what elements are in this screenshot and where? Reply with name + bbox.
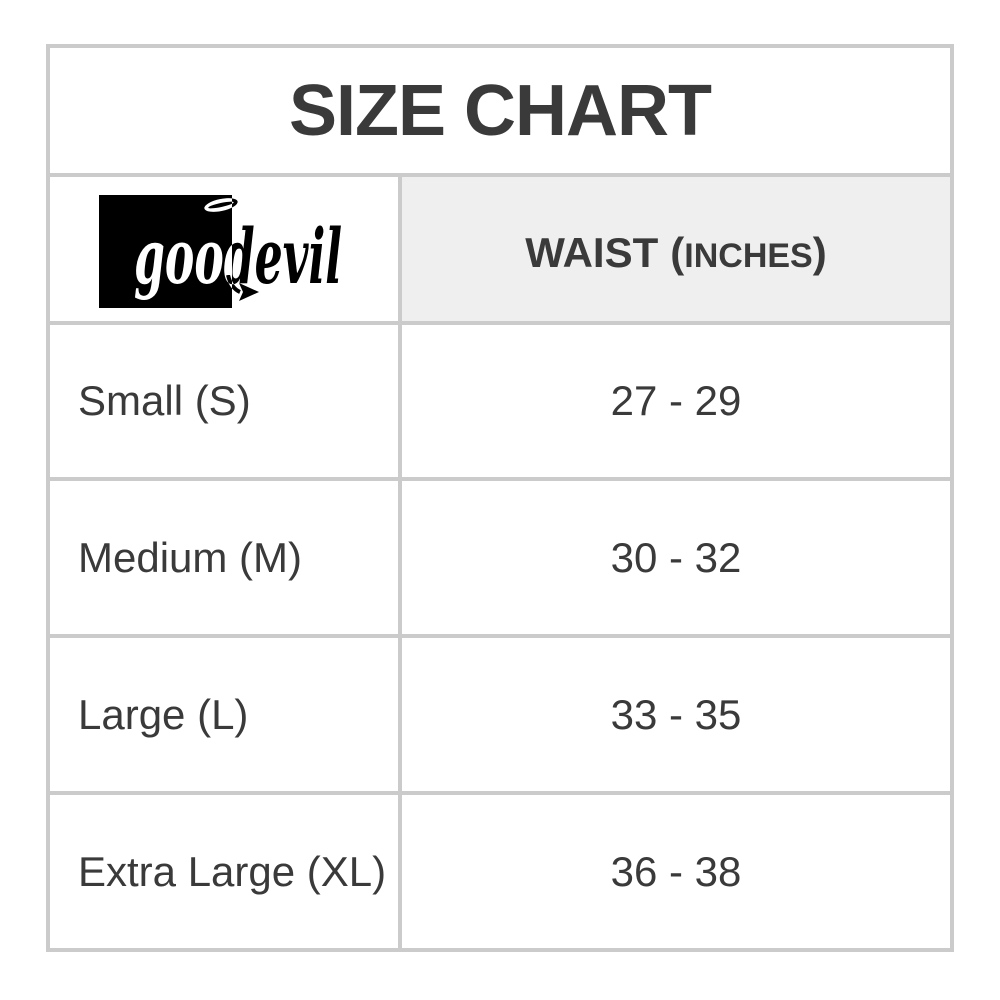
goodevil-logo-text: goodevil	[134, 212, 342, 301]
page-title: SIZE CHART	[289, 70, 712, 151]
table-row-medium-waist: 30 - 32	[402, 481, 950, 634]
table-row-xlarge-size: Extra Large (XL)	[50, 795, 398, 948]
waist-paren-open: (	[670, 229, 685, 276]
table-row-medium-size: Medium (M)	[50, 481, 398, 634]
title-row: SIZE CHART	[50, 48, 950, 173]
table-row-xlarge-waist: 36 - 38	[402, 795, 950, 948]
table-row-large-size: Large (L)	[50, 638, 398, 791]
devil-tail-icon	[226, 275, 259, 301]
brand-header-cell: goodevil	[50, 177, 398, 321]
waist-header-label: WAIST	[525, 229, 659, 276]
waist-column-header: WAIST(INCHES)	[402, 177, 950, 321]
table-row-small-size: Small (S)	[50, 325, 398, 477]
waist-header-unit: INCHES	[684, 237, 813, 275]
logo-black-box	[99, 195, 232, 308]
table-row-small-waist: 27 - 29	[402, 325, 950, 477]
table-row-large-waist: 33 - 35	[402, 638, 950, 791]
size-chart-table: SIZE CHART goodevil WAIST(INCHES) Small …	[46, 44, 954, 952]
goodevil-wordmark: goodevil	[134, 212, 342, 301]
goodevil-logo: goodevil	[99, 195, 394, 310]
waist-paren-close: )	[812, 229, 827, 276]
